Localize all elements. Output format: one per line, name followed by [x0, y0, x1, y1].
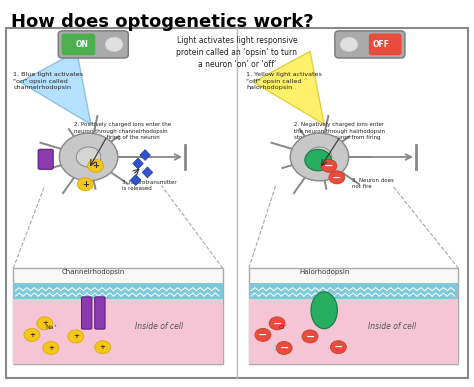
Text: Light activates light responsive
protein called an ‘opsin’ to turn
a neuron ‘on’: Light activates light responsive protein…	[176, 36, 298, 68]
Text: −: −	[334, 342, 343, 352]
Text: +: +	[73, 334, 79, 339]
Text: How does optogenetics work?: How does optogenetics work?	[11, 13, 313, 31]
Circle shape	[330, 341, 346, 354]
Circle shape	[329, 171, 345, 184]
Text: 1. Yellow light activates
"off" opsin called
halorhodopsin: 1. Yellow light activates "off" opsin ca…	[246, 72, 322, 90]
Text: −: −	[305, 331, 315, 341]
Text: Cl⁻: Cl⁻	[279, 325, 288, 330]
Polygon shape	[142, 167, 153, 178]
Text: −: −	[273, 319, 282, 328]
Circle shape	[340, 37, 358, 51]
Text: 3. Neurotransmitter
is released: 3. Neurotransmitter is released	[121, 180, 176, 191]
Text: −: −	[324, 161, 334, 171]
FancyBboxPatch shape	[38, 149, 53, 169]
Circle shape	[43, 341, 59, 354]
Polygon shape	[254, 51, 324, 124]
Circle shape	[105, 37, 123, 51]
Text: OFF: OFF	[373, 40, 390, 49]
Text: ON: ON	[76, 40, 89, 49]
Text: 1. Blue light activates
"on" opsin called
channelrhodopsin: 1. Blue light activates "on" opsin calle…	[13, 72, 83, 90]
FancyBboxPatch shape	[13, 299, 223, 365]
Circle shape	[68, 330, 84, 343]
Circle shape	[305, 149, 331, 171]
Text: Na⁺: Na⁺	[45, 325, 57, 330]
Circle shape	[77, 178, 93, 191]
Text: −: −	[280, 343, 289, 353]
Circle shape	[76, 147, 101, 167]
FancyBboxPatch shape	[58, 31, 128, 58]
FancyBboxPatch shape	[13, 269, 223, 365]
Circle shape	[321, 159, 337, 172]
Text: +: +	[100, 344, 106, 350]
Text: Inside of cell: Inside of cell	[135, 322, 183, 330]
FancyBboxPatch shape	[62, 34, 95, 55]
Circle shape	[36, 317, 53, 330]
Polygon shape	[140, 150, 150, 161]
Circle shape	[307, 147, 332, 167]
Text: +: +	[48, 345, 54, 351]
Text: Halorhodopsin: Halorhodopsin	[299, 269, 349, 275]
FancyBboxPatch shape	[13, 283, 223, 299]
Text: +: +	[82, 180, 89, 189]
FancyBboxPatch shape	[249, 269, 458, 365]
FancyBboxPatch shape	[249, 283, 458, 299]
Circle shape	[59, 133, 118, 181]
Text: 3. Neuron does
not fire: 3. Neuron does not fire	[353, 178, 394, 189]
Text: Inside of cell: Inside of cell	[368, 322, 417, 330]
FancyBboxPatch shape	[369, 34, 401, 55]
Text: −: −	[332, 172, 342, 182]
Polygon shape	[133, 158, 143, 169]
Circle shape	[95, 341, 111, 354]
FancyBboxPatch shape	[82, 297, 92, 329]
Circle shape	[269, 317, 285, 330]
Polygon shape	[130, 175, 141, 185]
Text: +: +	[92, 161, 99, 170]
Circle shape	[290, 133, 349, 181]
Text: −: −	[258, 330, 268, 340]
Polygon shape	[20, 51, 91, 124]
Circle shape	[276, 341, 292, 354]
FancyBboxPatch shape	[249, 299, 458, 365]
Text: +: +	[42, 320, 48, 326]
Text: 2. Positively charged ions enter the
neuron through channelrhodopsin
resulting i: 2. Positively charged ions enter the neu…	[74, 122, 172, 140]
Circle shape	[24, 328, 40, 341]
FancyBboxPatch shape	[95, 297, 105, 329]
Circle shape	[88, 159, 104, 172]
Text: +: +	[29, 332, 35, 338]
Text: 2. Negatively charged ions enter
the neuron through halrhodopsin
stopping the ne: 2. Negatively charged ions enter the neu…	[293, 122, 384, 140]
Circle shape	[255, 328, 271, 341]
FancyBboxPatch shape	[335, 31, 405, 58]
Ellipse shape	[311, 292, 337, 329]
Circle shape	[302, 330, 318, 343]
Text: Channelrhodopsin: Channelrhodopsin	[62, 269, 125, 275]
